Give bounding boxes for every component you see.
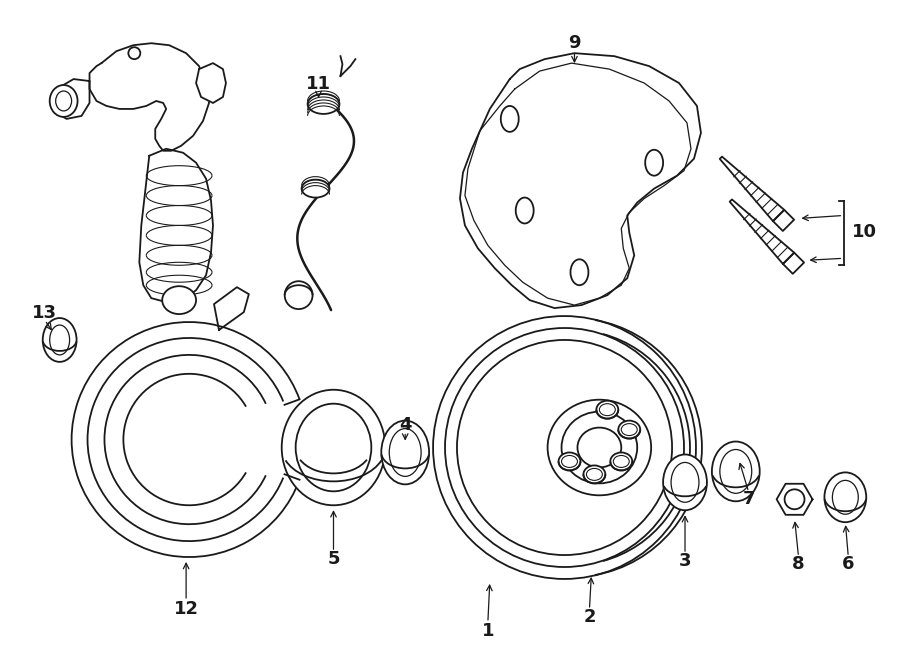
Polygon shape bbox=[196, 63, 226, 103]
Polygon shape bbox=[140, 149, 213, 302]
Ellipse shape bbox=[382, 420, 429, 485]
Text: 12: 12 bbox=[174, 600, 199, 618]
Ellipse shape bbox=[282, 390, 385, 505]
Ellipse shape bbox=[583, 465, 606, 483]
Ellipse shape bbox=[559, 453, 580, 471]
Polygon shape bbox=[777, 484, 813, 515]
Text: 5: 5 bbox=[328, 550, 339, 568]
Polygon shape bbox=[783, 253, 804, 274]
Text: 2: 2 bbox=[583, 608, 596, 626]
Ellipse shape bbox=[562, 412, 637, 483]
Text: 3: 3 bbox=[679, 552, 691, 570]
Text: 8: 8 bbox=[792, 555, 805, 573]
Polygon shape bbox=[720, 157, 784, 221]
Ellipse shape bbox=[618, 420, 640, 438]
Ellipse shape bbox=[433, 316, 696, 579]
Text: 11: 11 bbox=[306, 75, 331, 93]
Text: 4: 4 bbox=[399, 416, 411, 434]
Ellipse shape bbox=[712, 442, 760, 501]
Ellipse shape bbox=[516, 198, 534, 223]
Ellipse shape bbox=[663, 455, 706, 510]
Polygon shape bbox=[773, 210, 794, 231]
Polygon shape bbox=[55, 79, 89, 119]
Text: 9: 9 bbox=[568, 34, 580, 52]
Text: 13: 13 bbox=[32, 304, 58, 322]
Circle shape bbox=[129, 47, 140, 59]
Ellipse shape bbox=[308, 94, 339, 114]
Text: 6: 6 bbox=[842, 555, 855, 573]
Text: 1: 1 bbox=[482, 622, 494, 640]
Ellipse shape bbox=[571, 259, 589, 285]
Polygon shape bbox=[730, 200, 794, 264]
Text: 7: 7 bbox=[742, 490, 755, 508]
Ellipse shape bbox=[500, 106, 518, 132]
Ellipse shape bbox=[162, 286, 196, 314]
Ellipse shape bbox=[597, 401, 618, 418]
Circle shape bbox=[785, 489, 805, 509]
Polygon shape bbox=[89, 43, 209, 151]
Ellipse shape bbox=[645, 150, 663, 176]
Ellipse shape bbox=[578, 428, 621, 467]
Ellipse shape bbox=[824, 473, 866, 522]
Ellipse shape bbox=[610, 453, 632, 471]
Ellipse shape bbox=[302, 180, 329, 198]
Ellipse shape bbox=[42, 318, 76, 362]
Ellipse shape bbox=[284, 281, 312, 309]
Ellipse shape bbox=[547, 400, 652, 495]
Ellipse shape bbox=[50, 85, 77, 117]
Text: 10: 10 bbox=[851, 223, 877, 241]
Polygon shape bbox=[460, 53, 701, 308]
Polygon shape bbox=[214, 287, 248, 330]
